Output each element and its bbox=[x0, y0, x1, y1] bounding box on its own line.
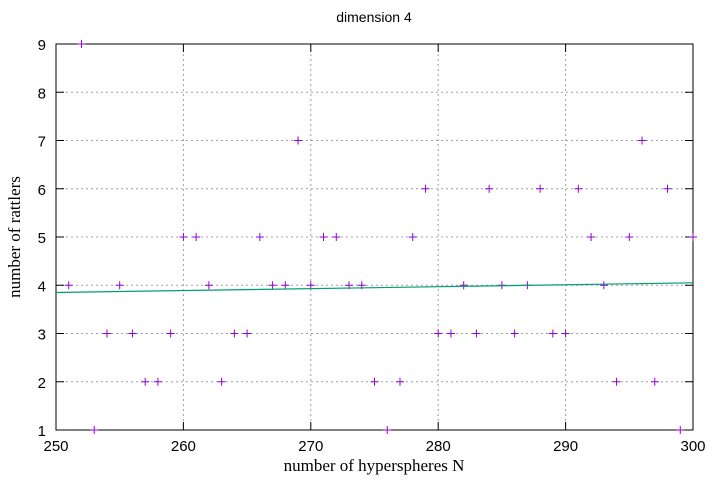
point bbox=[77, 40, 86, 48]
point bbox=[421, 184, 430, 193]
point bbox=[153, 377, 162, 386]
point bbox=[434, 329, 443, 338]
y-tick-label: 4 bbox=[38, 278, 46, 295]
point bbox=[141, 377, 150, 386]
y-tick-label: 3 bbox=[38, 327, 46, 344]
plot-area: 1 2 3 4 5 6 7 8 9 250 260 270 280 290 300 bbox=[38, 37, 706, 455]
point bbox=[599, 281, 608, 290]
point bbox=[561, 329, 570, 338]
point bbox=[192, 233, 201, 241]
point bbox=[102, 329, 111, 338]
y-tick-label: 8 bbox=[38, 85, 46, 102]
point bbox=[663, 184, 672, 193]
point bbox=[650, 377, 659, 386]
point bbox=[472, 329, 481, 338]
point bbox=[370, 377, 379, 386]
point bbox=[115, 281, 124, 290]
chart-title: dimension 4 bbox=[336, 9, 412, 25]
point bbox=[217, 377, 226, 386]
point bbox=[676, 426, 685, 434]
y-tick-label: 7 bbox=[38, 134, 46, 151]
point bbox=[243, 329, 252, 338]
point bbox=[306, 281, 315, 290]
point bbox=[510, 329, 519, 338]
point bbox=[255, 233, 264, 241]
point bbox=[612, 377, 621, 386]
point bbox=[689, 233, 697, 241]
point bbox=[536, 184, 545, 193]
point bbox=[638, 136, 647, 145]
point bbox=[64, 281, 73, 290]
point bbox=[574, 184, 583, 193]
point bbox=[548, 329, 557, 338]
point bbox=[90, 426, 99, 434]
y-tick-label: 9 bbox=[38, 37, 46, 54]
x-tick-label: 280 bbox=[426, 438, 451, 455]
point bbox=[383, 426, 392, 434]
point bbox=[166, 329, 175, 338]
point bbox=[408, 233, 417, 241]
point bbox=[332, 233, 341, 241]
y-tick-label: 5 bbox=[38, 230, 46, 247]
point bbox=[446, 329, 455, 338]
point bbox=[204, 281, 213, 290]
y-tick-label: 1 bbox=[38, 423, 46, 440]
point bbox=[625, 233, 634, 241]
fit-line bbox=[55, 282, 694, 294]
x-tick-label: 260 bbox=[171, 438, 196, 455]
point bbox=[459, 281, 468, 290]
point bbox=[281, 281, 290, 290]
x-axis-label: number of hyperspheres N bbox=[284, 456, 465, 475]
point bbox=[319, 233, 328, 241]
point bbox=[179, 233, 188, 241]
point bbox=[230, 329, 239, 338]
point bbox=[128, 329, 137, 338]
x-tick-label: 300 bbox=[680, 438, 705, 455]
x-tick-label: 250 bbox=[43, 438, 68, 455]
x-tick-label: 290 bbox=[553, 438, 578, 455]
point bbox=[485, 184, 494, 193]
point bbox=[268, 281, 277, 290]
point bbox=[587, 233, 596, 241]
point bbox=[294, 136, 303, 145]
point bbox=[395, 377, 404, 386]
y-tick-label: 2 bbox=[38, 375, 46, 392]
x-tick-label: 270 bbox=[298, 438, 323, 455]
y-tick-label: 6 bbox=[38, 182, 46, 199]
y-axis-label: number of rattlers bbox=[5, 176, 24, 298]
